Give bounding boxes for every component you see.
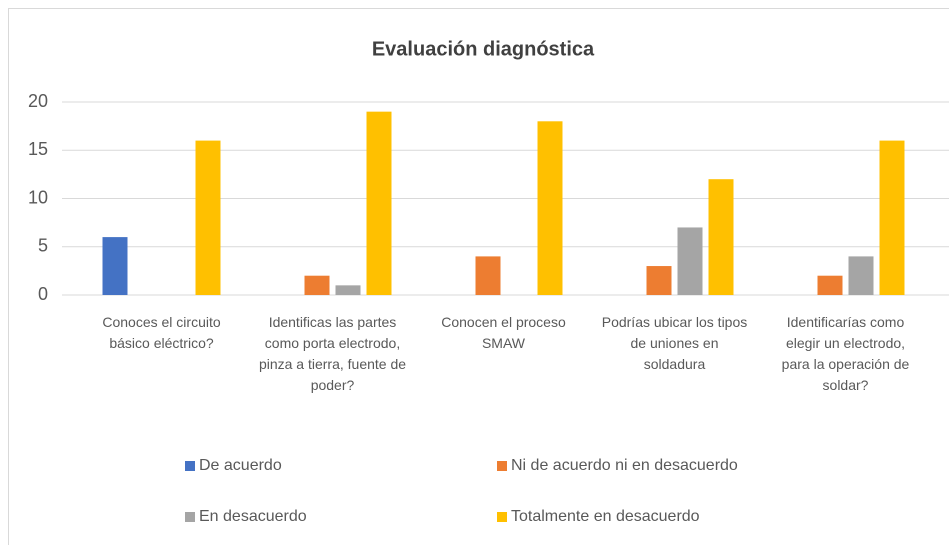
x-tick-label: Conocen el proceso SMAW — [441, 314, 566, 351]
x-tick-label: Conoces el circuito básico eléctrico? — [102, 314, 221, 351]
y-tick-label: 15 — [28, 139, 48, 159]
legend-entry: Ni de acuerdo ni en desacuerdo — [497, 457, 738, 475]
bar — [848, 256, 874, 295]
legend-swatch — [185, 461, 195, 471]
x-tick-label: Identificas las partes como porta electr… — [258, 314, 407, 393]
legend-label: De acuerdo — [199, 457, 282, 474]
legend-entry: En desacuerdo — [185, 508, 307, 526]
bar — [335, 285, 361, 295]
legend-entry: De acuerdo — [185, 457, 282, 475]
legend-label: Totalmente en desacuerdo — [511, 508, 700, 525]
legend-swatch — [497, 461, 507, 471]
bar — [304, 275, 330, 295]
legend-entry: Totalmente en desacuerdo — [497, 508, 700, 526]
bar — [677, 227, 703, 295]
y-tick-label: 10 — [28, 187, 48, 207]
bar — [475, 256, 501, 295]
bar — [366, 111, 392, 296]
bar — [708, 179, 734, 295]
legend-swatch — [185, 512, 195, 522]
chart-title: Evaluación diagnóstica — [372, 38, 595, 60]
bar — [646, 266, 672, 295]
bar — [102, 237, 128, 295]
y-tick-label: 0 — [38, 284, 48, 304]
legend-label: Ni de acuerdo ni en desacuerdo — [511, 457, 738, 474]
bar — [879, 140, 905, 295]
y-tick-label: 20 — [28, 91, 48, 111]
legend-swatch — [497, 512, 507, 522]
legend-label: En desacuerdo — [199, 508, 307, 525]
bar — [195, 140, 221, 295]
bar — [537, 121, 563, 295]
bar — [817, 275, 843, 295]
y-tick-label: 5 — [38, 236, 48, 256]
x-tick-label: Identificarías como elegir un electrodo,… — [781, 314, 910, 393]
x-tick-label: Podrías ubicar los tipos de uniones en s… — [601, 314, 748, 372]
